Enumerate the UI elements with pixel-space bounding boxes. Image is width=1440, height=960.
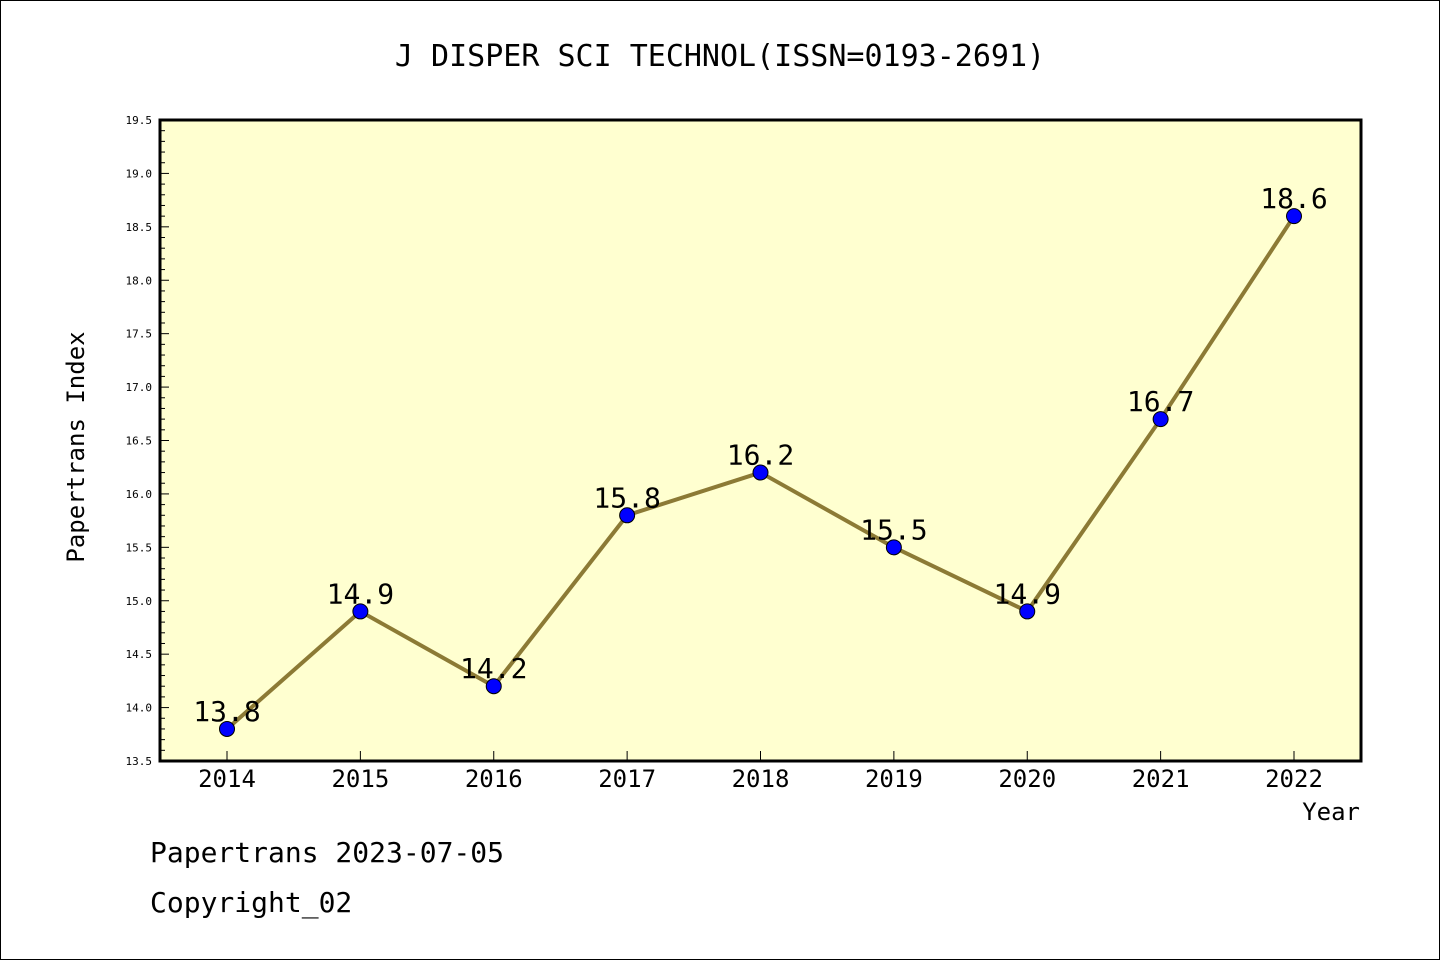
y-tick-label: 18.5 xyxy=(126,221,153,234)
data-point xyxy=(1019,603,1036,620)
data-point xyxy=(1152,411,1169,428)
y-tick-label: 13.5 xyxy=(126,755,153,768)
y-tick-label: 17.5 xyxy=(126,328,153,341)
data-point xyxy=(485,678,502,695)
data-label: 16.7 xyxy=(1127,385,1194,418)
data-label: 16.2 xyxy=(727,439,794,472)
y-tick-label: 18.0 xyxy=(126,274,153,287)
y-axis-label: Papertrans Index xyxy=(62,331,90,562)
data-label: 18.6 xyxy=(1260,182,1327,215)
data-point xyxy=(619,507,636,524)
data-point xyxy=(752,464,769,481)
data-label: 15.5 xyxy=(860,513,927,546)
footer-copyright: Copyright_02 xyxy=(150,886,353,919)
x-axis: 2014 2015 2016 2017 2018 2019 2020 2021 2022 xyxy=(198,751,1323,793)
footer-date: Papertrans 2023-07-05 xyxy=(150,836,505,869)
y-tick-label: 15.0 xyxy=(126,595,153,608)
x-axis-label: Year xyxy=(1302,798,1360,826)
plot-area xyxy=(158,118,1363,763)
x-tick-label: 2015 xyxy=(331,765,389,793)
data-points xyxy=(219,208,1302,737)
y-tick-label: 16.0 xyxy=(126,488,153,501)
y-tick-label: 19.0 xyxy=(126,167,153,180)
y-tick-label: 14.5 xyxy=(126,648,153,661)
data-labels: 13.8 14.9 14.2 15.8 16.2 15.5 14.9 16.7 18.6 xyxy=(193,182,1327,728)
x-tick-label: 2019 xyxy=(865,765,923,793)
x-tick-label: 2020 xyxy=(998,765,1056,793)
x-tick-label: 2016 xyxy=(465,765,523,793)
data-label: 14.2 xyxy=(460,652,527,685)
x-tick-label: 2014 xyxy=(198,765,256,793)
y-tick-label: 16.5 xyxy=(126,435,153,448)
data-point xyxy=(885,539,902,556)
data-label: 13.8 xyxy=(193,695,260,728)
data-point xyxy=(352,603,369,620)
y-tick-label: 17.0 xyxy=(126,381,153,394)
y-tick-label: 15.5 xyxy=(126,541,153,554)
data-label: 14.9 xyxy=(994,577,1061,610)
y-axis: 13.5 14.0 14.5 15.0 15.5 16.0 16.5 17.0 17.5 18.0… xyxy=(126,114,169,768)
x-tick-label: 2021 xyxy=(1132,765,1190,793)
data-point xyxy=(1286,208,1302,225)
x-tick-label: 2022 xyxy=(1265,765,1323,793)
data-label: 14.9 xyxy=(327,577,394,610)
data-label: 15.8 xyxy=(593,481,660,514)
chart-title: J DISPER SCI TECHNOL(ISSN=0193-2691) xyxy=(395,39,1045,74)
x-tick-label: 2017 xyxy=(598,765,656,793)
y-tick-label: 14.0 xyxy=(126,702,153,715)
y-tick-label: 19.5 xyxy=(126,114,153,127)
data-point xyxy=(219,720,235,737)
x-tick-label: 2018 xyxy=(732,765,790,793)
